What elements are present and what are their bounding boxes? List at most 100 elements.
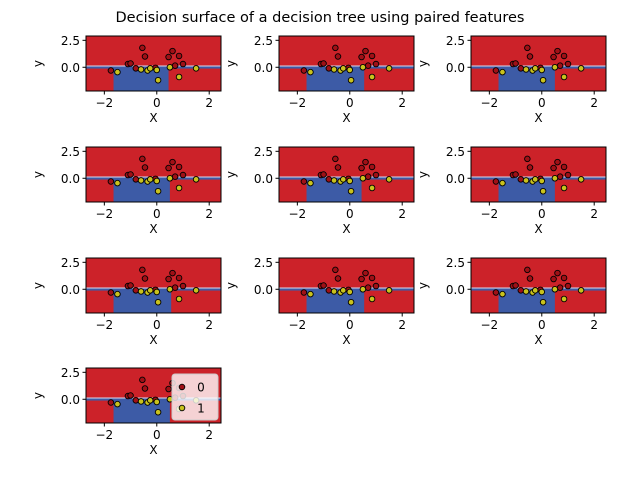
x-tick-label: −2: [288, 96, 306, 110]
point-class-1: [385, 65, 393, 72]
region-class-1: [113, 67, 169, 91]
x-tick-label: 2: [398, 318, 406, 332]
point-class-0: [554, 269, 561, 277]
point-class-1: [539, 298, 547, 306]
point-class-0: [175, 163, 183, 171]
point-class-0: [556, 173, 564, 180]
point-class-0: [332, 266, 339, 274]
region-class-1: [498, 289, 555, 313]
point-class-0: [364, 173, 372, 180]
point-class-1: [385, 176, 393, 183]
y-tick-label: 0.0: [254, 172, 273, 186]
point-class-0: [320, 60, 327, 67]
x-tick-label: −2: [95, 318, 113, 332]
point-class-0: [325, 176, 333, 183]
point-class-0: [107, 178, 115, 185]
axes-frame: [470, 257, 607, 314]
x-tick-label: −2: [480, 96, 498, 110]
point-class-1: [192, 287, 200, 294]
point-class-1: [499, 290, 506, 298]
point-class-1: [154, 187, 162, 195]
axes-frame: [278, 35, 415, 92]
point-class-1: [330, 288, 338, 295]
point-class-0: [358, 164, 365, 172]
x-tick-label: 0: [153, 318, 161, 332]
point-class-0: [127, 282, 134, 289]
point-class-1: [192, 65, 200, 72]
x-tick-label: 2: [590, 96, 598, 110]
x-axis-label: X: [149, 111, 157, 125]
point-class-0: [175, 52, 183, 60]
x-axis-label: X: [149, 333, 157, 347]
point-class-1: [146, 397, 154, 404]
y-tick-label: 0.0: [254, 61, 273, 75]
x-tick-label: 2: [205, 428, 213, 442]
point-class-0: [179, 171, 187, 179]
point-class-0: [141, 53, 149, 60]
y-axis-label: y: [224, 60, 238, 67]
point-class-1: [551, 64, 559, 71]
point-class-1: [146, 65, 154, 72]
point-class-1: [330, 177, 338, 184]
x-tick-label: 0: [538, 318, 546, 332]
point-class-1: [551, 286, 559, 293]
point-class-0: [334, 275, 342, 282]
plot-area: [279, 36, 414, 91]
point-class-0: [171, 173, 179, 180]
point-class-0: [368, 163, 376, 171]
plot-area: [86, 258, 221, 313]
axes-frame: [470, 146, 607, 203]
x-axis-label: X: [534, 333, 542, 347]
point-class-0: [300, 178, 308, 185]
point-class-0: [171, 62, 179, 69]
point-class-0: [560, 52, 568, 60]
point-class-1: [538, 66, 546, 74]
point-class-1: [346, 288, 354, 296]
y-axis-label: y: [31, 60, 45, 67]
y-tick-label: 2.5: [61, 366, 80, 380]
point-class-0: [139, 376, 146, 384]
point-class-1: [385, 287, 393, 294]
x-tick-label: 2: [205, 318, 213, 332]
point-class-1: [347, 187, 355, 195]
point-class-0: [165, 53, 172, 61]
point-class-1: [154, 298, 162, 306]
point-class-0: [127, 392, 134, 399]
point-class-1: [166, 64, 174, 71]
point-class-0: [550, 164, 557, 172]
point-class-1: [114, 290, 121, 298]
point-class-0: [556, 62, 564, 69]
point-class-0: [368, 274, 376, 282]
point-class-0: [524, 155, 531, 163]
x-tick-label: 0: [538, 96, 546, 110]
panel-5: −2 0 2 2.5 0.0 Xy: [224, 145, 415, 236]
point-class-1: [175, 184, 183, 192]
panel-1: −2 0 2 2.5 0.0 Xy: [31, 34, 222, 125]
region-class-1: [306, 178, 362, 202]
point-class-0: [169, 158, 176, 166]
point-class-0: [300, 289, 308, 296]
point-class-0: [554, 158, 561, 166]
point-class-0: [334, 164, 342, 171]
point-class-1: [577, 65, 585, 72]
plot-area: [86, 147, 221, 202]
x-tick-label: −2: [480, 207, 498, 221]
plot-area: [471, 147, 606, 202]
point-class-0: [141, 275, 149, 282]
axes-frame: [278, 257, 415, 314]
point-class-0: [526, 275, 534, 282]
x-tick-label: 2: [398, 96, 406, 110]
point-class-1: [153, 66, 161, 74]
legend-marker-0: [178, 383, 186, 391]
x-tick-label: 0: [346, 96, 354, 110]
y-axis-label: y: [416, 60, 430, 67]
point-class-0: [132, 176, 140, 183]
y-axis-label: y: [224, 282, 238, 289]
point-class-1: [347, 298, 355, 306]
point-class-0: [524, 44, 531, 52]
point-class-1: [307, 68, 314, 76]
x-axis-label: X: [534, 222, 542, 236]
point-class-0: [169, 269, 176, 277]
point-class-1: [146, 287, 154, 294]
plot-area: [279, 258, 414, 313]
